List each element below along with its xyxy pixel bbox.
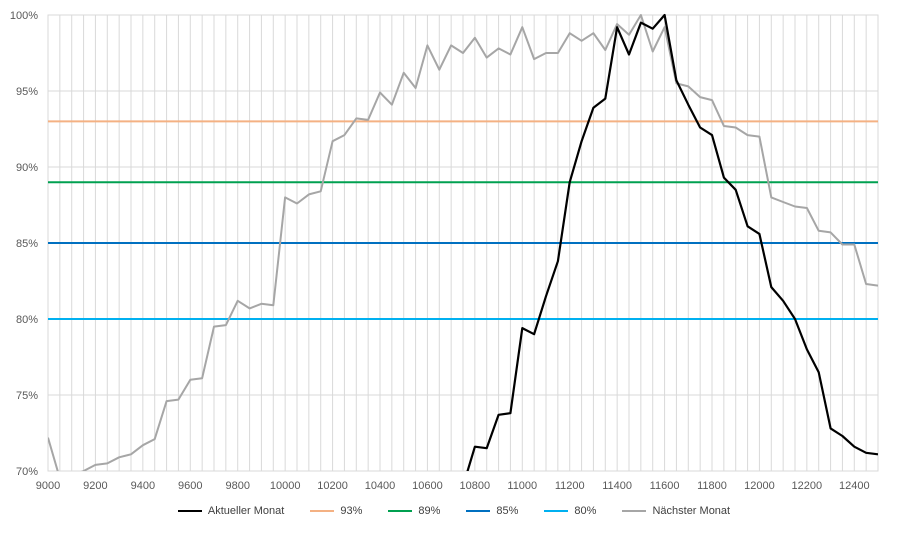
- legend-swatch: [310, 510, 335, 512]
- x-tick-label: 9800: [225, 480, 249, 492]
- x-tick-label: 10200: [317, 480, 348, 492]
- y-tick-label: 85%: [16, 238, 38, 250]
- x-tick-label: 9000: [36, 480, 60, 492]
- x-tick-label: 12400: [839, 480, 870, 492]
- series-layer: [48, 13, 878, 471]
- legend-swatch: [177, 510, 202, 512]
- series-line-aktueller-monat: [466, 13, 878, 471]
- x-tick-label: 9600: [178, 480, 202, 492]
- x-tick-label: 11800: [697, 480, 727, 492]
- x-tick-label: 11400: [602, 480, 632, 492]
- legend-item: 89%: [388, 505, 440, 517]
- legend-item: Nächster Monat: [622, 505, 730, 517]
- legend-label: 80%: [574, 505, 597, 517]
- legend-item: 85%: [466, 505, 518, 517]
- y-axis-ticks: 70% 75% 80% 85% 90% 95% 100%: [10, 10, 38, 478]
- y-tick-label: 80%: [16, 314, 38, 326]
- legend-swatch: [544, 510, 569, 512]
- y-tick-label: 70%: [16, 466, 38, 478]
- legend-label: 89%: [418, 505, 441, 517]
- legend: Aktueller Monat 93% 89% 85% 80% Nächster Mona…: [0, 505, 908, 517]
- line-chart: 70%75%80%85%90%95%100% 9000 9200 9400 9600 9…: [10, 10, 879, 492]
- x-tick-label: 10800: [460, 480, 491, 492]
- legend-swatch: [622, 510, 647, 512]
- x-tick-label: 9200: [83, 480, 107, 492]
- legend-swatch: [388, 510, 413, 512]
- x-axis-ticks: 9000 9200 9400 9600 9800 10000 10200 10400 10600…: [36, 480, 870, 492]
- y-tick-label: 75%: [16, 390, 38, 402]
- legend-label: 93%: [340, 505, 363, 517]
- legend-label: Aktueller Monat: [207, 505, 285, 517]
- x-tick-label: 9400: [131, 480, 155, 492]
- x-tick-label: 11200: [555, 480, 585, 492]
- x-tick-label: 12200: [792, 480, 823, 492]
- x-tick-label: 10600: [412, 480, 443, 492]
- legend-label: Nächster Monat: [652, 505, 731, 517]
- x-tick-label: 12000: [744, 480, 775, 492]
- x-tick-label: 11600: [650, 480, 680, 492]
- x-tick-label: 11000: [507, 480, 537, 492]
- legend-swatch: [466, 510, 491, 512]
- legend-item: 93%: [310, 505, 362, 517]
- legend-label: 85%: [496, 505, 519, 517]
- y-tick-label: 95%: [16, 86, 38, 98]
- y-tick-label: 100%: [10, 10, 38, 22]
- x-tick-label: 10000: [270, 480, 301, 492]
- legend-item: Aktueller Monat: [177, 505, 285, 517]
- y-tick-label: 90%: [16, 162, 38, 174]
- legend-item: 80%: [544, 505, 596, 517]
- x-tick-label: 10400: [365, 480, 396, 492]
- series-line-n-chster-monat: [48, 14, 878, 471]
